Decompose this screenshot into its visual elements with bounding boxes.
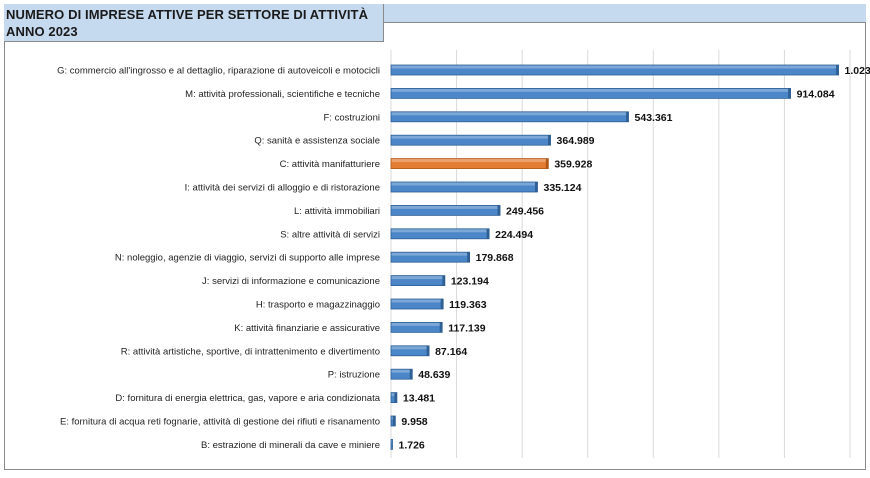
bar-shine	[391, 393, 397, 397]
category-label: J: servizi di informazione e comunicazio…	[202, 276, 380, 287]
bar-end	[497, 205, 501, 216]
category-label: H: trasporto e magazzinaggio	[256, 300, 380, 311]
data-label: 543.361	[635, 112, 673, 124]
category-label: E: fornitura di acqua reti fognarie, att…	[60, 417, 380, 428]
bar-shine	[391, 252, 470, 256]
data-label: 9.958	[401, 416, 427, 428]
bar-shine	[391, 439, 392, 443]
bar-end	[626, 111, 629, 122]
bar-end	[442, 275, 445, 286]
bar	[390, 88, 791, 99]
bar-shine	[391, 229, 489, 233]
bar-shine	[391, 369, 412, 373]
bar-shine	[391, 299, 443, 303]
category-label: M: attività professionali, scientifiche …	[185, 89, 380, 100]
data-label: 224.494	[495, 229, 533, 241]
bar-shine	[391, 159, 548, 163]
category-label: P: istruzione	[328, 370, 380, 381]
bar-shine	[391, 88, 791, 92]
bar-end	[548, 135, 551, 146]
bar	[390, 438, 393, 450]
bar-end	[426, 345, 430, 356]
bar	[390, 275, 446, 287]
category-labels: G: commercio all'ingrosso e al dettaglio…	[57, 66, 381, 451]
bar-end	[486, 228, 490, 239]
bar-shine	[391, 346, 429, 350]
chart-title-line-2: ANNO 2023	[6, 24, 78, 39]
data-label: 249.456	[506, 205, 544, 217]
bar-shine	[391, 65, 839, 69]
bar-end	[440, 299, 444, 309]
category-label: B: estrazione di minerali da cave e mini…	[201, 440, 380, 451]
category-label: C: attività manifatturiere	[280, 159, 380, 170]
data-label: 179.868	[476, 252, 514, 264]
data-label: 335.124	[543, 182, 581, 194]
bars	[390, 64, 839, 450]
category-label: F: costruzioni	[324, 112, 381, 123]
data-label: 117.139	[448, 322, 486, 334]
bar-end	[788, 88, 791, 99]
bar	[390, 134, 551, 146]
category-label: G: commercio all'ingrosso e al dettaglio…	[57, 66, 380, 77]
value-labels: 1.023.785 914.084 543.361 364.989 359.928 335…	[399, 65, 870, 451]
category-label: L: attività immobiliari	[294, 206, 380, 217]
bar	[390, 368, 413, 380]
data-label: 119.363	[449, 299, 487, 311]
bar-shine	[391, 182, 537, 186]
bar-end	[545, 158, 549, 169]
category-label: S: altre attività di servizi	[280, 229, 380, 240]
title-band	[384, 4, 866, 23]
data-label: 914.084	[797, 88, 835, 100]
bar-end	[394, 392, 397, 403]
category-label: Q: sanità e assistenza sociale	[254, 136, 380, 147]
bar-shine	[391, 276, 445, 280]
bar-end	[409, 369, 413, 380]
bar-end	[467, 252, 470, 263]
data-label: 1.726	[399, 439, 425, 451]
category-label: D: fornitura di energia elettrica, gas, …	[115, 393, 380, 404]
category-label: I: attività dei servizi di alloggio e di…	[185, 183, 380, 194]
bar-shine	[391, 112, 629, 116]
chart-title: NUMERO DI IMPRESE ATTIVE PER SETTORE DI …	[4, 4, 384, 42]
bar-end	[534, 182, 538, 192]
category-label: R: attività artistiche, sportive, di int…	[121, 346, 380, 357]
chart-title-line-1: NUMERO DI IMPRESE ATTIVE PER SETTORE DI …	[6, 7, 369, 22]
data-label: 87.164	[435, 346, 467, 358]
bar-shine	[391, 322, 442, 326]
bar-end	[392, 416, 396, 426]
data-label: 1.023.785	[845, 65, 870, 77]
data-label: 48.639	[418, 369, 450, 381]
category-label: N: noleggio, agenzie di viaggio, servizi…	[115, 253, 380, 264]
data-label: 13.481	[403, 393, 435, 405]
bar-end	[836, 65, 839, 75]
data-label: 359.928	[554, 159, 592, 171]
bar-shine	[391, 135, 551, 139]
bar-shine	[391, 205, 500, 209]
data-label: 123.194	[451, 276, 489, 288]
bar-end	[439, 322, 443, 333]
data-label: 364.989	[557, 135, 595, 147]
category-label: K: attività finanziarie e assicurative	[234, 323, 380, 334]
